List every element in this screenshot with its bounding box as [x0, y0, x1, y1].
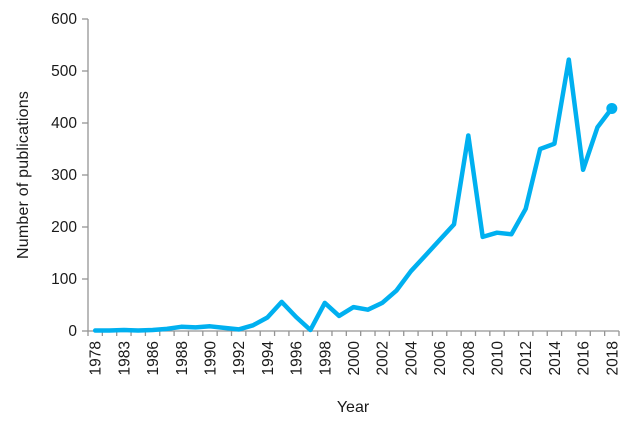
y-axis-title: Number of publications — [15, 90, 32, 260]
x-tick-label: 2012 — [518, 341, 535, 375]
x-tick-label: 1998 — [317, 341, 334, 375]
x-tick-label: 1983 — [116, 341, 133, 375]
y-tick-label: 400 — [51, 115, 77, 132]
y-tick-label: 300 — [51, 167, 77, 184]
x-tick-label: 2004 — [403, 341, 420, 376]
x-tick-label: 1990 — [202, 341, 219, 376]
y-tick-label: 100 — [51, 271, 77, 288]
x-tick-label: 2018 — [604, 341, 621, 375]
x-tick-label: 1992 — [231, 341, 248, 375]
x-tick-label: 1988 — [174, 341, 191, 375]
x-tick-label: 2000 — [346, 341, 363, 376]
y-tick-label: 500 — [51, 63, 77, 80]
x-tick-label: 2010 — [490, 341, 507, 376]
y-tick-label: 0 — [68, 323, 77, 340]
x-tick-label: 2014 — [547, 341, 564, 376]
end-point-marker — [606, 102, 618, 114]
x-tick-label: 1986 — [145, 341, 162, 375]
x-tick-label: 1994 — [260, 341, 277, 376]
y-tick-label: 200 — [51, 219, 77, 236]
x-tick-label: 2016 — [576, 341, 593, 375]
x-tick-label: 2008 — [461, 341, 478, 375]
x-axis-title: Year — [336, 399, 370, 416]
y-tick-label: 600 — [51, 11, 77, 28]
data-line — [92, 57, 615, 333]
x-tick-label: 1978 — [88, 341, 105, 375]
x-tick-label: 1996 — [289, 341, 306, 375]
x-tick-label: 2002 — [375, 341, 392, 375]
x-tick-label: 2006 — [432, 341, 449, 375]
